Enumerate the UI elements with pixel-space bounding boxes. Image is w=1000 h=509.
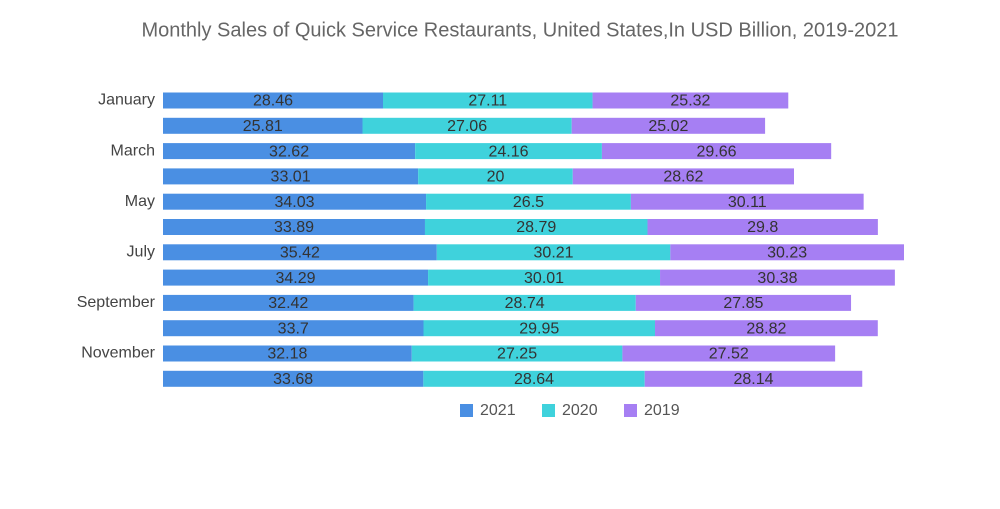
- bar-segment: [163, 219, 425, 235]
- bar-segment: [428, 269, 661, 286]
- legend-label: 2020: [562, 402, 598, 419]
- legend-label: 2019: [644, 402, 680, 419]
- bar-segment: [163, 92, 383, 109]
- legend-swatch: [460, 404, 473, 417]
- bar-segment: [163, 143, 416, 160]
- bar-segment: [163, 269, 429, 286]
- data-label: 28.14: [733, 371, 773, 388]
- data-label: 30.21: [534, 245, 574, 262]
- data-label: 33.89: [274, 219, 314, 236]
- bar-segment: [622, 345, 836, 362]
- data-label: 28.62: [663, 169, 703, 186]
- bar-segment: [163, 370, 424, 387]
- data-label: 30.38: [757, 270, 797, 287]
- bar-segment: [424, 219, 648, 235]
- data-label: 32.18: [267, 346, 307, 363]
- data-label: 27.85: [723, 295, 763, 312]
- bar-segment: [601, 143, 832, 160]
- bar-segment: [572, 168, 794, 185]
- bar-segment: [635, 294, 852, 311]
- data-label: 35.42: [280, 245, 320, 262]
- bar-segment: [630, 193, 864, 210]
- data-label: 32.42: [268, 295, 308, 312]
- data-label: 34.29: [276, 270, 316, 287]
- data-label: 25.32: [670, 93, 710, 110]
- data-label: 28.74: [505, 295, 545, 312]
- bar-segment: [415, 143, 602, 160]
- y-tick-label: May: [125, 193, 155, 210]
- bar-segment: [592, 92, 789, 109]
- bar-segment: [163, 117, 363, 134]
- bar-segment: [163, 294, 414, 311]
- data-label: 28.64: [514, 371, 554, 388]
- data-label: 34.03: [275, 194, 315, 211]
- bar-segment: [413, 294, 636, 311]
- bar-segment: [644, 370, 863, 387]
- bar-segment: [411, 345, 623, 362]
- data-label: 25.81: [243, 118, 283, 135]
- data-label: 27.06: [447, 118, 487, 135]
- bar-segment: [163, 193, 427, 210]
- data-label: 28.82: [746, 320, 786, 337]
- data-label: 33.01: [271, 169, 311, 186]
- bar-segment: [163, 345, 412, 362]
- data-label: 28.79: [516, 219, 556, 236]
- legend-label: 2021: [480, 402, 516, 419]
- data-label: 27.52: [709, 346, 749, 363]
- legend-swatch: [624, 404, 637, 417]
- data-label: 26.5: [513, 194, 544, 211]
- data-label: 29.95: [519, 320, 559, 337]
- legend-swatch: [542, 404, 555, 417]
- bar-segment: [362, 117, 572, 134]
- bar-segment: [647, 219, 878, 235]
- y-tick-label: March: [111, 142, 155, 159]
- y-tick-label: July: [127, 244, 155, 261]
- bar-segment: [163, 244, 437, 261]
- bar-segment: [163, 168, 419, 185]
- bar-segment: [418, 168, 573, 185]
- data-label: 24.16: [489, 143, 529, 160]
- bar-segment: [163, 320, 424, 337]
- bar-segment: [655, 320, 878, 337]
- bar-segment: [571, 117, 766, 134]
- data-label: 29.66: [697, 143, 737, 160]
- y-tick-label: September: [77, 294, 156, 311]
- data-label: 20: [487, 169, 505, 186]
- data-label: 33.68: [273, 371, 313, 388]
- bar-segment: [423, 320, 656, 337]
- y-tick-label: January: [98, 92, 155, 109]
- y-tick-label: November: [81, 345, 155, 362]
- data-label: 29.8: [747, 219, 778, 236]
- data-label: 33.7: [278, 320, 309, 337]
- data-label: 27.25: [497, 346, 537, 363]
- data-label: 27.11: [468, 93, 507, 110]
- bar-segment: [436, 244, 671, 261]
- bar-segment: [670, 244, 904, 261]
- bar-segment: [426, 193, 631, 210]
- bar-segment: [660, 269, 895, 286]
- data-label: 28.46: [253, 93, 293, 110]
- data-label: 32.62: [269, 143, 309, 160]
- data-label: 25.02: [648, 118, 688, 135]
- bar-segment: [382, 92, 593, 109]
- bar-segment: [423, 370, 645, 387]
- chart-title: Monthly Sales of Quick Service Restauran…: [141, 19, 898, 41]
- data-label: 30.01: [524, 270, 564, 287]
- data-label: 30.23: [767, 245, 807, 262]
- data-label: 30.11: [728, 194, 767, 211]
